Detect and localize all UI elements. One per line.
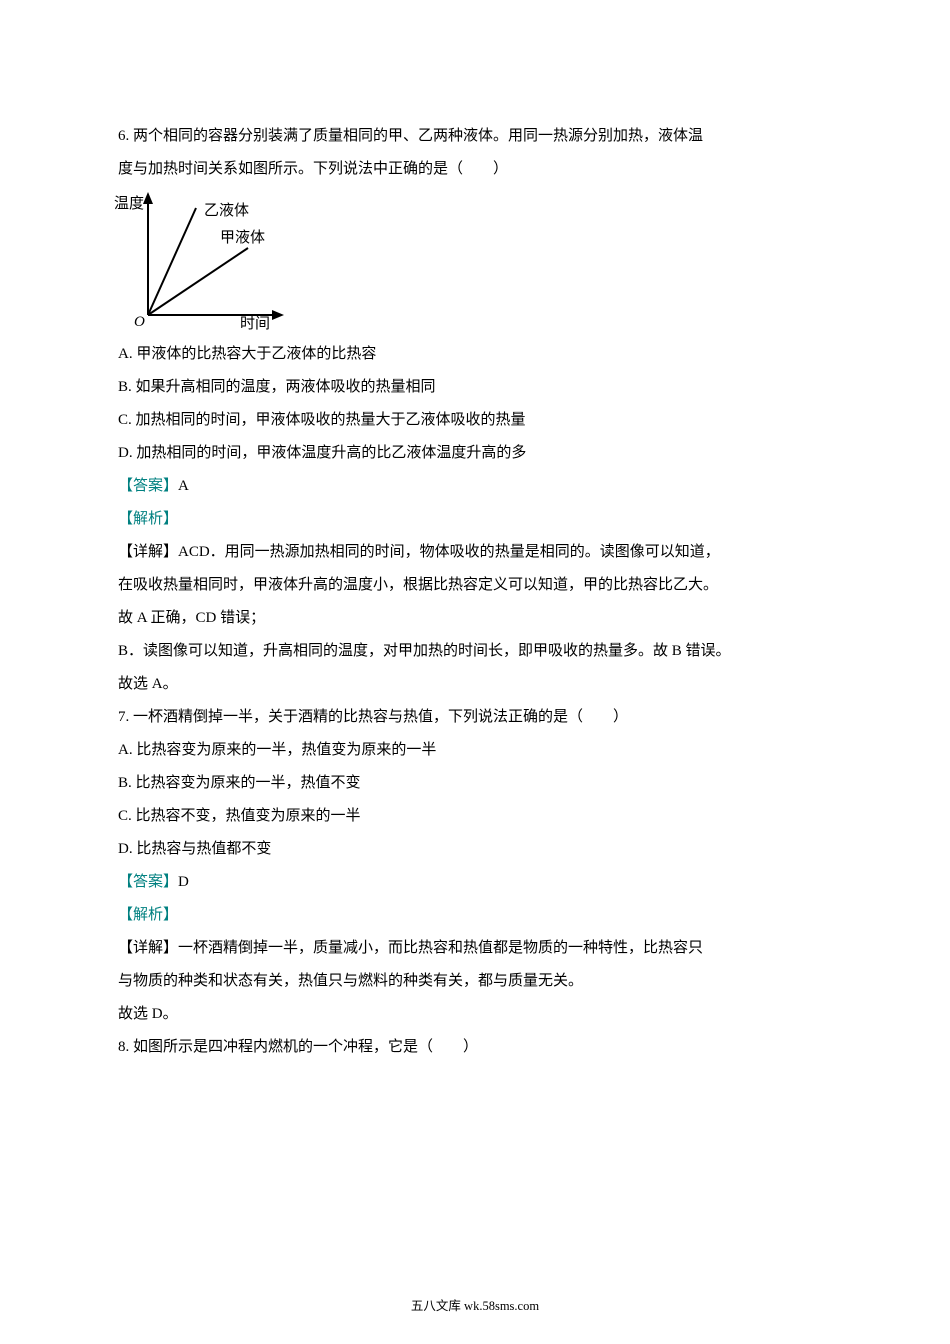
q6-answer-line: 【答案】A: [118, 470, 832, 503]
q7-detail-line2: 与物质的种类和状态有关，热值只与燃料的种类有关，都与质量无关。: [118, 965, 832, 998]
q6-answer-value: A: [178, 478, 189, 494]
q8-stem-line: 8. 如图所示是四冲程内燃机的一个冲程，它是（ ）: [118, 1031, 832, 1064]
x-axis-arrow: [272, 310, 284, 320]
q6-option-b: B. 如果升高相同的温度，两液体吸收的热量相同: [118, 371, 832, 404]
q7-option-d: D. 比热容与热值都不变: [118, 833, 832, 866]
q7-option-a: A. 比热容变为原来的一半，热值变为原来的一半: [118, 734, 832, 767]
q6-option-d: D. 加热相同的时间，甲液体温度升高的比乙液体温度升高的多: [118, 437, 832, 470]
document-page: 6. 两个相同的容器分别装满了质量相同的甲、乙两种液体。用同一热源分别加热，液体…: [0, 0, 950, 1344]
q7-stem-text: 一杯酒精倒掉一半，关于酒精的比热容与热值，下列说法正确的是（ ）: [133, 709, 628, 725]
q7-option-b: B. 比热容变为原来的一半，热值不变: [118, 767, 832, 800]
q7-detail-line1: 【详解】一杯酒精倒掉一半，质量减小，而比热容和热值都是物质的一种特性，比热容只: [118, 932, 832, 965]
q8-number: 8.: [118, 1039, 129, 1055]
answer-label: 【答案】: [118, 478, 178, 494]
q6-detail-line1: 【详解】ACD．用同一热源加热相同的时间，物体吸收的热量是相同的。读图像可以知道…: [118, 536, 832, 569]
page-footer: 五八文库 wk.58sms.com: [0, 1295, 950, 1314]
q7-answer-value: D: [178, 874, 189, 890]
q6-stem-line1: 6. 两个相同的容器分别装满了质量相同的甲、乙两种液体。用同一热源分别加热，液体…: [118, 120, 832, 153]
q6-detail-line5: 故选 A。: [118, 668, 832, 701]
q6-detail-line4: B．读图像可以知道，升高相同的温度，对甲加热的时间长，即甲吸收的热量多。故 B …: [118, 635, 832, 668]
series-jia-label: 甲液体: [220, 222, 265, 255]
detail-label: 【详解】: [118, 544, 178, 560]
q7-stem-line: 7. 一杯酒精倒掉一半，关于酒精的比热容与热值，下列说法正确的是（ ）: [118, 701, 832, 734]
q6-analysis-label: 【解析】: [118, 503, 832, 536]
y-axis-arrow: [143, 192, 153, 204]
q6-chart: 温度 乙液体 甲液体 O 时间: [118, 190, 308, 330]
q7-answer-line: 【答案】D: [118, 866, 832, 899]
answer-label: 【答案】: [118, 874, 178, 890]
question-7: 7. 一杯酒精倒掉一半，关于酒精的比热容与热值，下列说法正确的是（ ） A. 比…: [118, 701, 832, 1031]
q6-option-c: C. 加热相同的时间，甲液体吸收的热量大于乙液体吸收的热量: [118, 404, 832, 437]
q7-analysis-label: 【解析】: [118, 899, 832, 932]
q6-detail-line2: 在吸收热量相同时，甲液体升高的温度小，根据比热容定义可以知道，甲的比热容比乙大。: [118, 569, 832, 602]
question-8: 8. 如图所示是四冲程内燃机的一个冲程，它是（ ）: [118, 1031, 832, 1064]
detail-label: 【详解】: [118, 940, 178, 956]
q6-detail-line3: 故 A 正确，CD 错误；: [118, 602, 832, 635]
q8-stem-text: 如图所示是四冲程内燃机的一个冲程，它是（ ）: [133, 1039, 478, 1055]
q7-detail-line3: 故选 D。: [118, 998, 832, 1031]
q6-detail-text-1: ACD．用同一热源加热相同的时间，物体吸收的热量是相同的。读图像可以知道，: [178, 544, 720, 560]
y-axis-label: 温度: [114, 188, 144, 221]
q7-detail-text-1: 一杯酒精倒掉一半，质量减小，而比热容和热值都是物质的一种特性，比热容只: [178, 940, 703, 956]
origin-label: O: [134, 306, 145, 339]
question-6: 6. 两个相同的容器分别装满了质量相同的甲、乙两种液体。用同一热源分别加热，液体…: [118, 120, 832, 701]
q7-option-c: C. 比热容不变，热值变为原来的一半: [118, 800, 832, 833]
q6-number: 6.: [118, 128, 129, 144]
q7-number: 7.: [118, 709, 129, 725]
x-axis-label: 时间: [240, 308, 270, 341]
q6-option-a: A. 甲液体的比热容大于乙液体的比热容: [118, 338, 832, 371]
q6-stem-line2: 度与加热时间关系如图所示。下列说法中正确的是（ ）: [118, 153, 832, 186]
q6-stem-text-1: 两个相同的容器分别装满了质量相同的甲、乙两种液体。用同一热源分别加热，液体温: [133, 128, 703, 144]
